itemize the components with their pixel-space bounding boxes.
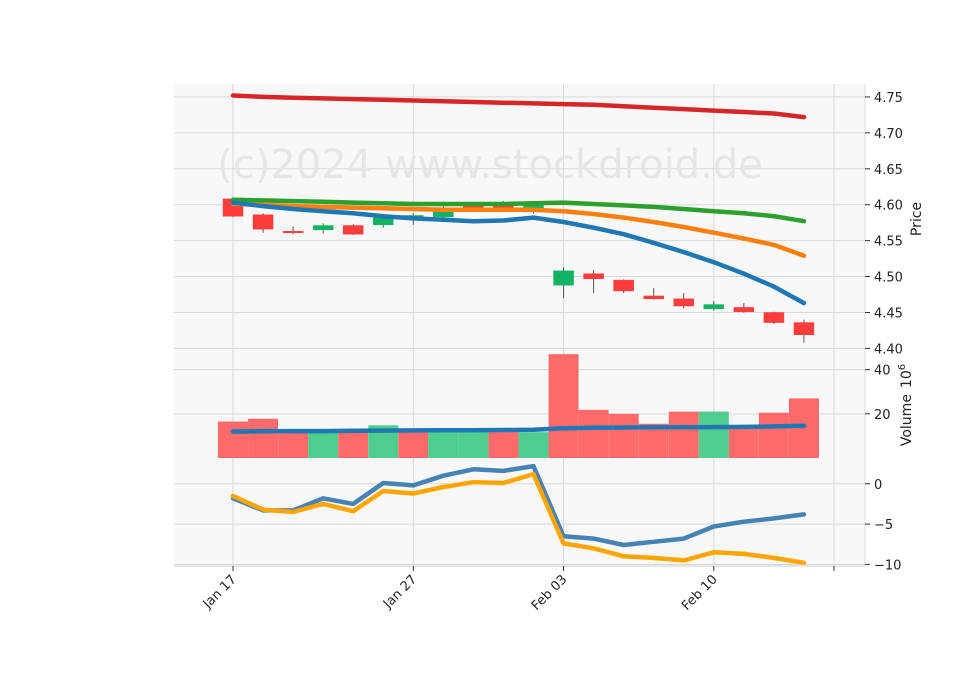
volume-tick-label: 20 bbox=[874, 408, 891, 423]
candle-body bbox=[282, 231, 304, 234]
volume-tick-label: 40 bbox=[874, 364, 891, 379]
candle-body bbox=[763, 312, 785, 323]
candle-body bbox=[583, 273, 604, 279]
candle-body bbox=[312, 225, 334, 231]
volume-bar bbox=[338, 431, 369, 458]
volume-label-text: Volume bbox=[899, 394, 915, 446]
candle-body bbox=[493, 205, 514, 208]
y-axis-label-volume: Volume 106 bbox=[897, 364, 915, 446]
volume-label-power: 6 bbox=[897, 364, 908, 370]
x-tick-label: Feb 03 bbox=[529, 572, 571, 614]
volume-bar bbox=[698, 411, 729, 458]
candle-body bbox=[342, 225, 364, 235]
price-tick-label: 4.40 bbox=[874, 342, 903, 357]
candle-body bbox=[433, 211, 454, 218]
volume-bar bbox=[518, 432, 549, 458]
volume-bars bbox=[218, 354, 819, 458]
x-tick-label: Jan 17 bbox=[200, 572, 240, 612]
oscillator-series-line-1 bbox=[230, 471, 807, 566]
volume-label-base: 10 bbox=[899, 370, 915, 388]
oscillator-tick-label: −10 bbox=[874, 558, 901, 573]
y-axis-label-price: Price bbox=[909, 202, 925, 236]
volume-bar bbox=[248, 418, 279, 458]
price-tick-label: 4.55 bbox=[874, 235, 903, 250]
volume-bar bbox=[458, 431, 489, 458]
candle-body bbox=[613, 279, 634, 292]
volume-bar bbox=[578, 409, 609, 458]
price-tick-label: 4.70 bbox=[874, 127, 903, 142]
candle-body bbox=[703, 304, 725, 310]
y-tick-labels: 4.40 4.45 4.50 4.55 4.60 4.65 4.70 4.75 20 40 0 −5 −… bbox=[865, 91, 903, 573]
volume-bar bbox=[398, 432, 429, 458]
price-tick-label: 4.65 bbox=[874, 163, 903, 178]
oscillator-series-line-0 bbox=[230, 463, 807, 548]
x-tick-label: Jan 27 bbox=[380, 572, 420, 612]
x-tick-labels: Jan 17 Jan 27 Feb 03 Feb 10 bbox=[200, 566, 835, 614]
series-lines bbox=[230, 93, 807, 566]
price-series-line-1 bbox=[230, 197, 807, 224]
volume-bar bbox=[308, 431, 339, 458]
volume-bar bbox=[548, 354, 579, 458]
price-tick-label: 4.50 bbox=[874, 271, 903, 286]
price-series-line-0 bbox=[230, 93, 807, 120]
candle-body bbox=[553, 270, 574, 286]
x-tick-label: Feb 10 bbox=[679, 572, 721, 614]
volume-bar bbox=[668, 411, 699, 458]
oscillator-tick-label: 0 bbox=[874, 478, 882, 493]
candle-body bbox=[793, 322, 815, 336]
price-tick-label: 4.75 bbox=[874, 91, 903, 106]
price-series-line-3 bbox=[230, 200, 807, 306]
candle-body bbox=[252, 214, 274, 230]
candle-body bbox=[733, 307, 755, 313]
volume-bar bbox=[758, 412, 789, 458]
volume-bar bbox=[428, 432, 459, 458]
price-tick-label: 4.45 bbox=[874, 306, 903, 321]
volume-average-line bbox=[230, 423, 807, 434]
volume-bar bbox=[488, 431, 519, 458]
watermark: (c)2024 www.stockdroid.de bbox=[217, 142, 763, 188]
volume-bar bbox=[608, 413, 639, 458]
volume-bar bbox=[278, 432, 309, 458]
price-tick-label: 4.60 bbox=[874, 199, 903, 214]
candle-body bbox=[643, 295, 664, 300]
price-series-line-2 bbox=[230, 201, 807, 258]
volume-bar bbox=[218, 421, 248, 458]
volume-bar bbox=[728, 428, 759, 458]
oscillator-tick-label: −5 bbox=[874, 518, 893, 533]
candle-body bbox=[673, 298, 694, 307]
